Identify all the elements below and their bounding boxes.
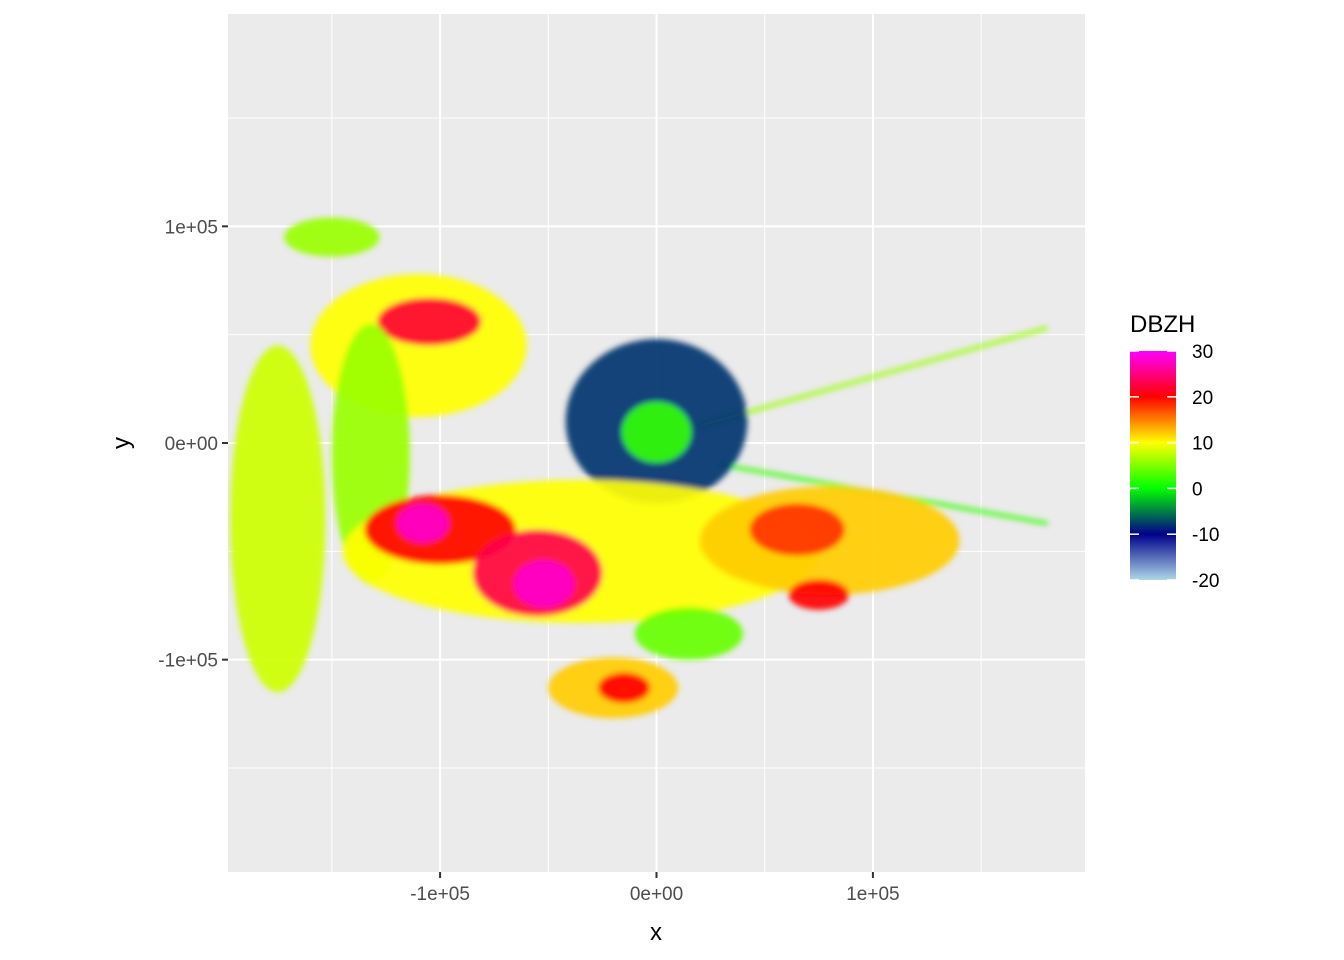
- x-axis-tick-label: 1e+05: [846, 884, 899, 905]
- echo-region: [749, 503, 845, 556]
- echo-region: [513, 560, 575, 608]
- legend-colorbar: [1130, 351, 1176, 580]
- x-axis-title: x: [650, 919, 662, 946]
- y-axis-tick-label: 1e+05: [165, 217, 218, 238]
- echo-region: [788, 579, 850, 610]
- legend-tick-label: -10: [1192, 525, 1219, 546]
- echo-region: [598, 672, 651, 703]
- x-axis-tick-label: 0e+00: [630, 884, 683, 905]
- legend-title: DBZH: [1130, 311, 1195, 338]
- y-axis-tick-label: 0e+00: [165, 434, 218, 455]
- x-axis: -1e+05 0e+00 1e+05: [410, 872, 900, 905]
- reflectivity-echoes: [230, 217, 1049, 719]
- echo-region: [230, 345, 326, 693]
- legend-tick-label: 20: [1192, 388, 1213, 409]
- legend-tick-label: 10: [1192, 434, 1213, 455]
- y-axis-title: y: [108, 437, 135, 449]
- x-axis-tick-label: -1e+05: [410, 884, 470, 905]
- legend-tick-label: -20: [1192, 571, 1219, 592]
- legend-tick-label: 30: [1192, 342, 1213, 363]
- y-axis: 1e+05 0e+00 -1e+05: [158, 217, 228, 672]
- echo-region: [284, 217, 380, 257]
- legend-tick-label: 0: [1192, 479, 1203, 500]
- echo-region: [396, 503, 449, 543]
- echo-region: [621, 401, 692, 463]
- y-axis-tick-label: -1e+05: [158, 651, 218, 672]
- legend: DBZH 30 20 10 0 -10 -20: [1130, 311, 1219, 592]
- echo-region: [377, 297, 482, 346]
- echo-region: [634, 607, 744, 660]
- echo-spoke: [697, 326, 1049, 428]
